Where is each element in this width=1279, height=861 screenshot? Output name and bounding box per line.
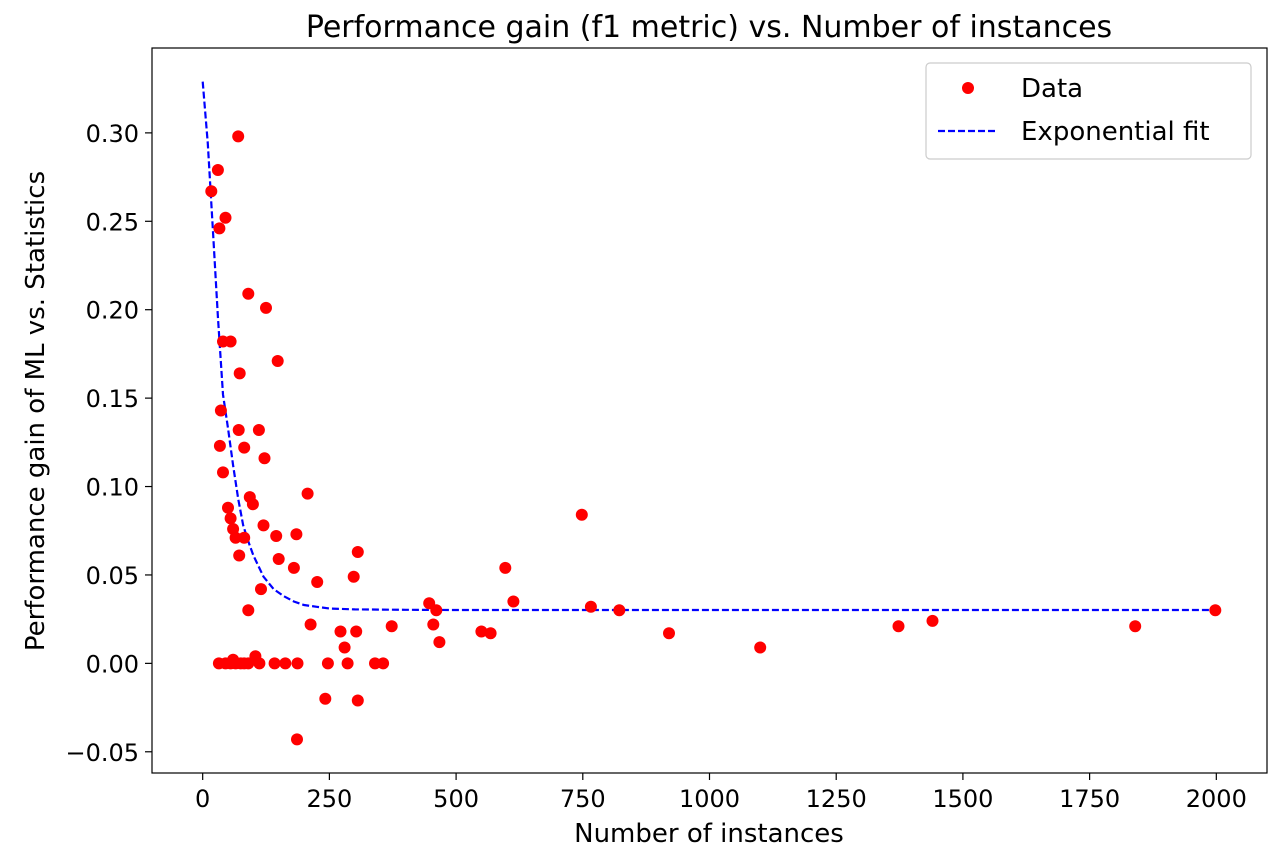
legend: Data Exponential fit	[925, 62, 1252, 160]
data-point	[291, 733, 303, 746]
data-point	[271, 355, 284, 367]
y-tick-label: 0.20	[86, 297, 139, 325]
data-point	[238, 531, 251, 544]
data-point	[213, 439, 226, 452]
data-point	[242, 287, 255, 300]
data-point	[287, 561, 300, 574]
data-point	[268, 657, 281, 670]
data-point	[754, 641, 767, 654]
legend-box	[925, 62, 1252, 160]
data-point	[334, 625, 347, 638]
data-point	[214, 404, 227, 417]
data-point	[272, 553, 285, 565]
y-tick-label: 0.05	[86, 562, 139, 590]
data-point	[1129, 620, 1142, 633]
y-tick-label: 0.10	[86, 474, 139, 502]
data-point	[205, 185, 218, 198]
data-point	[290, 528, 303, 541]
x-axis: 0 250 500 750 1000 1250 1500 1750 2000	[195, 773, 1247, 813]
data-point	[892, 620, 905, 633]
data-point	[347, 570, 360, 583]
data-point	[321, 657, 334, 670]
data-point	[232, 130, 245, 143]
data-point	[279, 657, 292, 670]
data-point	[304, 618, 317, 631]
y-tick-label: 0.15	[86, 385, 139, 413]
data-point	[584, 600, 597, 613]
data-point	[484, 627, 497, 640]
data-point	[427, 618, 440, 631]
data-point	[217, 466, 229, 479]
data-point	[260, 301, 272, 314]
data-point	[475, 625, 488, 638]
data-point	[253, 657, 266, 670]
data-point	[270, 530, 283, 542]
data-point	[211, 164, 224, 176]
x-tick-label: 500	[433, 785, 479, 813]
y-axis: −0.05 0.00 0.05 0.10 0.15 0.20 0.25 0.30	[65, 120, 152, 767]
data-point	[377, 657, 390, 670]
data-point	[507, 595, 520, 608]
data-point	[252, 424, 265, 436]
data-point	[663, 627, 675, 640]
data-point	[224, 512, 237, 525]
data-point	[222, 501, 234, 514]
x-tick-label: 1000	[679, 785, 740, 813]
data-point	[575, 508, 588, 521]
data-point	[224, 335, 237, 348]
legend-label-fit: Exponential fit	[1021, 117, 1210, 147]
data-point	[385, 620, 398, 633]
chart-title: Performance gain (f1 metric) vs. Number …	[306, 10, 1112, 45]
legend-label-data: Data	[1021, 74, 1083, 104]
data-point	[311, 576, 324, 588]
data-point	[238, 441, 251, 454]
data-point	[350, 625, 363, 638]
data-point	[229, 531, 242, 544]
data-point	[351, 694, 364, 707]
data-point	[213, 222, 226, 235]
data-point	[351, 546, 364, 558]
data-point	[301, 487, 314, 500]
data-point	[926, 614, 939, 627]
x-axis-title: Number of instances	[574, 819, 844, 849]
data-point	[233, 549, 246, 562]
x-tick-label: 1500	[932, 785, 993, 813]
data-point	[319, 692, 332, 705]
data-point	[430, 604, 443, 617]
exponential-fit-line	[201, 81, 1217, 612]
data-point	[338, 641, 351, 654]
x-tick-label: 1250	[806, 785, 867, 813]
y-tick-label: 0.30	[86, 120, 139, 148]
data-point	[433, 636, 446, 649]
data-point	[246, 498, 259, 511]
plot-area	[151, 47, 1268, 774]
data-point	[341, 657, 354, 670]
x-tick-label: 0	[195, 785, 210, 813]
data-point	[232, 424, 245, 436]
x-tick-label: 1750	[1059, 785, 1120, 813]
data-point	[258, 452, 271, 465]
data-point	[255, 583, 267, 596]
x-tick-label: 250	[306, 785, 352, 813]
data-point	[257, 519, 270, 532]
data-point	[242, 604, 255, 617]
y-tick-label: 0.00	[86, 650, 139, 678]
data-point	[219, 211, 232, 224]
data-point	[233, 367, 246, 380]
x-tick-label: 2000	[1186, 785, 1247, 813]
y-axis-title: Performance gain of ML vs. Statistics	[21, 171, 51, 651]
y-tick-label: 0.25	[86, 208, 139, 236]
legend-data-marker	[962, 82, 974, 94]
data-point	[499, 561, 512, 574]
x-tick-label: 750	[560, 785, 606, 813]
data-point	[1209, 604, 1222, 617]
y-tick-label: −0.05	[65, 739, 139, 767]
data-point	[613, 604, 626, 617]
data-point	[291, 657, 304, 670]
